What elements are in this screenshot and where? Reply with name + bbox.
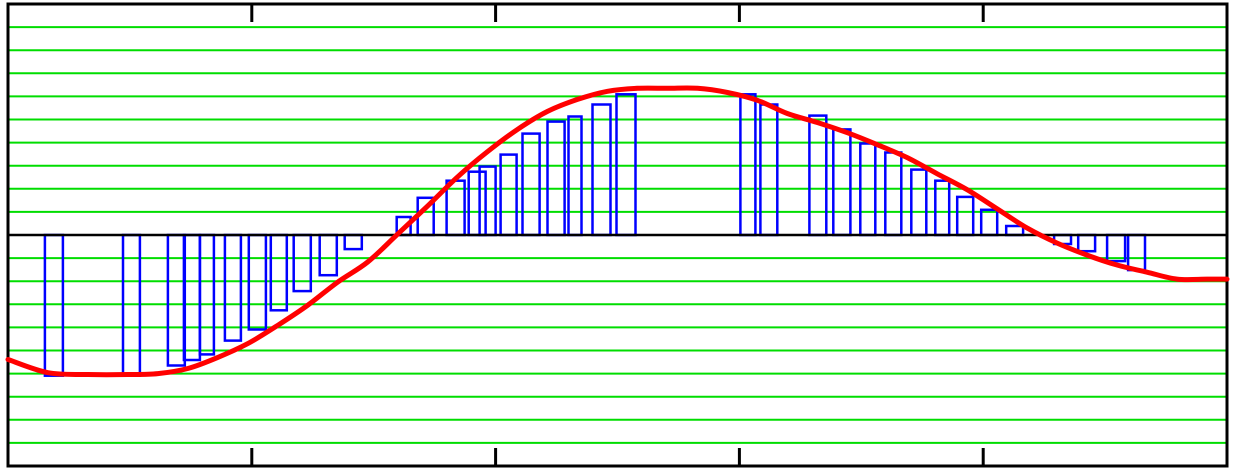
bar [591, 103, 612, 237]
bar [521, 132, 541, 237]
bar [223, 233, 243, 342]
grid-lines [8, 26, 1227, 444]
bar [739, 93, 757, 237]
bar [832, 128, 852, 237]
bar [43, 233, 65, 377]
bar [1076, 233, 1097, 253]
bar [198, 233, 216, 356]
bar [1004, 224, 1025, 237]
bar [979, 208, 999, 237]
bar [615, 93, 637, 237]
bar [955, 195, 975, 237]
bar [318, 233, 339, 277]
bar [808, 114, 828, 237]
bar [910, 168, 928, 237]
curve-line [5, 85, 1230, 378]
bar [467, 170, 487, 237]
curve-series [5, 85, 1230, 378]
bar [166, 233, 187, 367]
bar [269, 233, 289, 312]
bar [292, 233, 313, 293]
bar [182, 233, 202, 362]
bar [121, 233, 142, 377]
bar [1126, 233, 1147, 272]
bar [343, 233, 364, 251]
bar [567, 115, 583, 237]
bar [759, 103, 779, 237]
bar [478, 165, 497, 237]
axes [6, 2, 1229, 468]
bar [546, 120, 566, 237]
plot-frame [6, 2, 1229, 468]
bar [247, 233, 268, 331]
